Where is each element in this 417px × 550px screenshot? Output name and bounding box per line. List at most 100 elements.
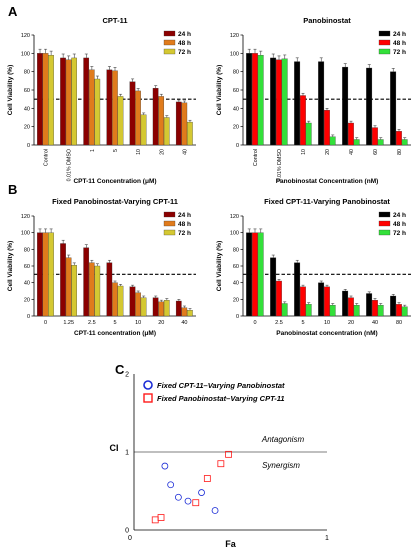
bar-72h-20 xyxy=(329,136,336,146)
chart-title: Panobinostat xyxy=(303,16,351,25)
bar-72h-20 xyxy=(163,117,170,146)
y-tick-label: 40 xyxy=(233,281,239,287)
legend-label: 72 h xyxy=(393,49,406,56)
y-tick-label: 120 xyxy=(21,214,30,220)
legend-swatch-48h xyxy=(163,39,176,46)
legend-label: 24 h xyxy=(178,212,191,219)
bar-72h-5 xyxy=(117,285,124,317)
y-axis-label: Cell Viability (%) xyxy=(216,241,223,291)
x-tick-label: 20 xyxy=(325,149,331,155)
x-tick-label: 2.5 xyxy=(88,320,96,326)
bar-72h-80 xyxy=(401,306,408,317)
x-tick-label: 1 xyxy=(325,535,329,542)
y-tick-label: 0 xyxy=(236,143,239,149)
legend-swatch-48h xyxy=(163,220,176,227)
y-tick-label: 0 xyxy=(27,314,30,320)
bar-24h-2.5 xyxy=(270,257,277,317)
legend-label: 48 h xyxy=(393,221,406,228)
bar-24h-10 xyxy=(318,282,325,317)
region-label-synergism: Synergism xyxy=(262,461,300,470)
bar-48h-10 xyxy=(135,90,141,146)
bar-48h-40 xyxy=(371,300,378,317)
legend-swatch-72h xyxy=(163,229,176,236)
bar-72h-80 xyxy=(401,139,408,146)
bar-24h-0.01DMSO xyxy=(60,57,66,146)
x-tick-label: 1 xyxy=(90,149,96,152)
x-tick-label: 10 xyxy=(136,149,142,155)
bar-48h-20 xyxy=(347,297,354,317)
x-tick-label: 5 xyxy=(113,149,119,152)
bar-48h-40 xyxy=(347,122,354,146)
y-tick-label: 100 xyxy=(21,51,30,57)
y-axis-label: Cell Viability (%) xyxy=(7,65,14,115)
legend-label: 72 h xyxy=(178,49,191,56)
x-tick-label: 80 xyxy=(396,320,402,326)
chart-title: CPT-11 xyxy=(102,16,127,25)
bar-48h-80 xyxy=(395,131,402,146)
legend-marker-circle xyxy=(143,380,153,390)
bar-24h-80 xyxy=(390,71,397,146)
x-tick-label: 20 xyxy=(158,320,164,326)
y-tick-label: 20 xyxy=(24,125,30,131)
y-tick-label: 60 xyxy=(233,264,239,270)
bar-24h-20 xyxy=(152,88,159,146)
bar-24h-0.01DMSO xyxy=(270,57,277,146)
bar-48h-20 xyxy=(158,301,165,317)
point-circle-5 xyxy=(211,507,219,514)
bar-48h-5 xyxy=(112,282,118,317)
y-tick-label: 100 xyxy=(21,231,30,237)
bar-48h-80 xyxy=(395,304,402,317)
bar-72h-10 xyxy=(329,305,336,317)
y-tick-label: 80 xyxy=(233,247,239,253)
bar-24h-40 xyxy=(175,300,182,317)
point-square-2 xyxy=(192,499,200,507)
x-tick-label: 0.01% DMSO xyxy=(277,149,283,181)
point-square-4 xyxy=(217,460,225,468)
point-circle-2 xyxy=(174,493,182,501)
x-tick-label: 20 xyxy=(159,149,165,155)
x-axis-label: CPT-11 concentration (μM) xyxy=(74,330,156,337)
x-axis-label: Panobinostat Concentration (nM) xyxy=(276,178,379,185)
bar-24h-1 xyxy=(83,57,90,146)
bar-72h-20 xyxy=(163,300,170,317)
legend-label: Fixed Panobinostat–Varying CPT-11 xyxy=(157,394,285,403)
x-tick-label: 10 xyxy=(324,320,330,326)
bar-72h-40 xyxy=(187,310,193,317)
y-tick-label: 100 xyxy=(230,51,239,57)
point-circle-4 xyxy=(198,489,205,496)
y-tick-label: 20 xyxy=(24,297,30,303)
legend-swatch-48h xyxy=(378,220,391,227)
bar-72h-5 xyxy=(305,304,312,317)
y-tick-label: 120 xyxy=(230,33,239,39)
y-axis-label: Cell Viability (%) xyxy=(216,65,223,115)
legend-label: 24 h xyxy=(393,212,406,219)
y-tick-label: 40 xyxy=(24,281,30,287)
bar-24h-80 xyxy=(390,295,397,317)
x-tick-label: 60 xyxy=(373,149,379,155)
bar-72h-Control xyxy=(257,55,264,146)
bar-48h-1.25 xyxy=(65,257,72,317)
bar-72h-40 xyxy=(353,139,360,146)
bar-72h-10 xyxy=(140,297,147,317)
bar-72h-1.25 xyxy=(71,265,77,317)
x-tick-label: 40 xyxy=(372,320,378,326)
bar-72h-60 xyxy=(377,139,384,146)
y-tick-label: 60 xyxy=(24,264,30,270)
bar-48h-10 xyxy=(323,286,330,317)
bar-24h-40 xyxy=(342,66,349,146)
y-tick-label: 60 xyxy=(233,88,239,94)
legend-label: 72 h xyxy=(178,230,191,237)
bar-24h-2.5 xyxy=(83,247,90,317)
x-tick-label: 0 xyxy=(128,535,132,542)
legend-swatch-72h xyxy=(378,48,391,55)
bar-48h-0 xyxy=(42,232,49,317)
legend-swatch-24h xyxy=(163,211,176,218)
legend-label: 48 h xyxy=(178,221,191,228)
y-axis-label: CI xyxy=(110,443,119,453)
bar-72h-0.01DMSO xyxy=(281,58,288,146)
x-tick-label: 80 xyxy=(397,149,403,155)
x-tick-label: 1.25 xyxy=(63,320,74,326)
y-tick-label: 80 xyxy=(24,247,30,253)
chart-a2-panobinostat: Panobinostat Cell Viability (%) 0 20 40 60 80 1… xyxy=(216,16,411,185)
